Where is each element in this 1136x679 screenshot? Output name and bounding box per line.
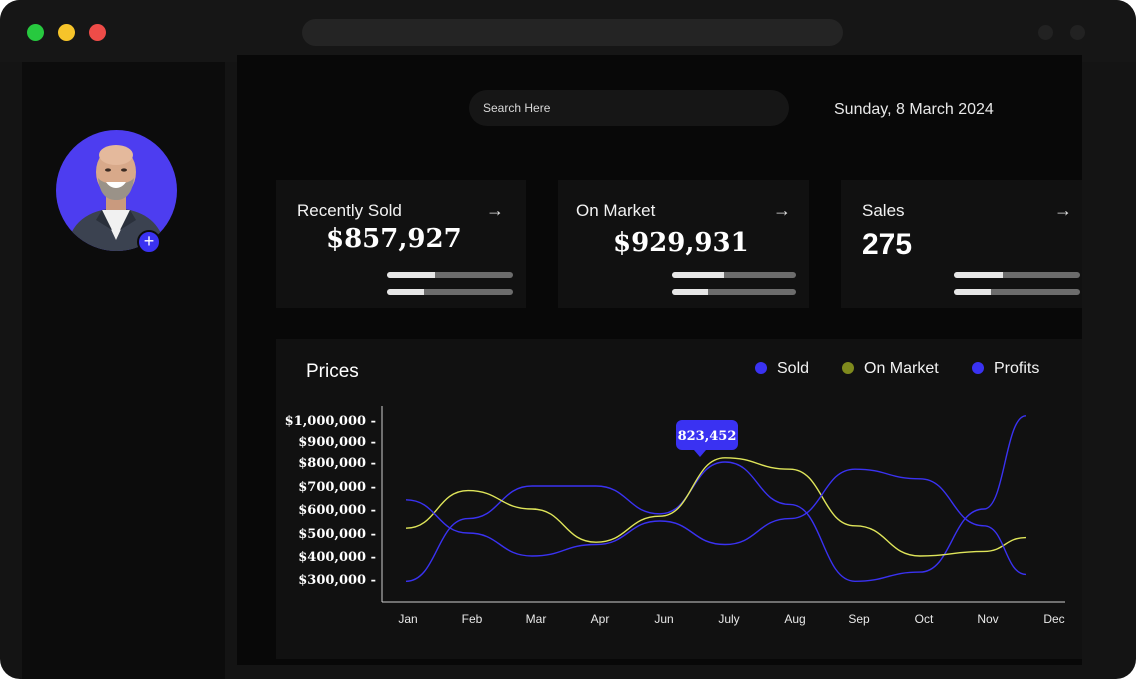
x-tick-label: Nov — [977, 612, 998, 626]
x-tick-label: Jun — [654, 612, 673, 626]
y-tick-label: $700,000 - — [298, 480, 376, 495]
x-tick-label: Mar — [526, 612, 547, 626]
window-maximize-button[interactable] — [89, 24, 106, 41]
series-line-profits[interactable] — [405, 468, 1027, 576]
progress-bar — [672, 272, 796, 278]
window-close-button[interactable] — [27, 24, 44, 41]
y-tick-label: $1,000,000 - — [285, 414, 376, 429]
y-tick-label: $600,000 - — [298, 503, 376, 518]
chart-title: Prices — [306, 361, 359, 382]
x-tick-label: Dec — [1043, 612, 1064, 626]
prices-chart-panel — [276, 339, 1082, 659]
legend-dot-icon — [842, 362, 854, 374]
legend-item-on-market[interactable]: On Market — [842, 360, 939, 378]
address-bar[interactable] — [302, 19, 843, 46]
legend-item-profits[interactable]: Profits — [972, 360, 1039, 378]
card-title: Sales — [862, 201, 905, 220]
progress-bar — [954, 289, 1080, 295]
arrow-right-icon[interactable]: → — [486, 200, 504, 220]
window-minimize-button[interactable] — [58, 24, 75, 41]
x-tick-label: Feb — [462, 612, 483, 626]
y-tick-label: $400,000 - — [298, 550, 376, 565]
y-tick-label: $900,000 - — [298, 435, 376, 450]
progress-bar — [672, 289, 796, 295]
card-value: 275 — [862, 228, 913, 261]
arrow-right-icon[interactable]: → — [1054, 200, 1072, 220]
y-tick-label: $300,000 - — [298, 573, 376, 588]
chart-tooltip — [676, 420, 738, 450]
y-tick-label: $800,000 - — [298, 456, 376, 471]
window-control-icon[interactable] — [1070, 25, 1085, 40]
x-tick-label: Sep — [848, 612, 870, 626]
progress-bar — [387, 272, 513, 278]
current-date: Sunday, 8 March 2024 — [834, 101, 994, 118]
x-tick-label: Aug — [784, 612, 805, 626]
card-sales[interactable]: Sales → 275 — [841, 180, 1082, 308]
card-title: On Market — [576, 201, 656, 220]
window-control-icon[interactable] — [1038, 25, 1053, 40]
search-placeholder: Search Here — [483, 101, 551, 115]
card-value: $857,927 — [326, 224, 462, 254]
legend-dot-icon — [755, 362, 767, 374]
x-tick-label: July — [718, 612, 739, 626]
add-button[interactable]: + — [137, 230, 161, 254]
x-tick-label: Jan — [398, 612, 417, 626]
progress-bar — [387, 289, 513, 295]
legend-item-sold[interactable]: Sold — [755, 360, 809, 378]
legend-label: On Market — [864, 360, 939, 377]
legend-label: Profits — [994, 360, 1040, 377]
card-value: $929,931 — [613, 228, 749, 258]
legend-dot-icon — [972, 362, 984, 374]
y-tick-label: $500,000 - — [298, 527, 376, 542]
plus-icon: + — [143, 231, 155, 251]
card-recently-sold[interactable]: Recently Sold → $857,927 — [276, 180, 526, 308]
x-tick-label: Apr — [591, 612, 610, 626]
series-line-on-market[interactable] — [405, 457, 1027, 557]
progress-bar — [954, 272, 1080, 278]
card-title: Recently Sold — [297, 201, 402, 220]
card-on-market[interactable]: On Market → $929,931 — [558, 180, 809, 308]
search-input[interactable]: Search Here — [469, 90, 789, 126]
arrow-right-icon[interactable]: → — [773, 200, 791, 220]
legend-label: Sold — [777, 360, 810, 377]
x-tick-label: Oct — [915, 612, 934, 626]
tooltip-value: 823,452 — [678, 429, 737, 444]
tooltip-pointer — [694, 450, 706, 457]
series-line-sold[interactable] — [405, 415, 1027, 583]
title-bar — [0, 0, 1136, 62]
window-edge — [1082, 62, 1114, 679]
